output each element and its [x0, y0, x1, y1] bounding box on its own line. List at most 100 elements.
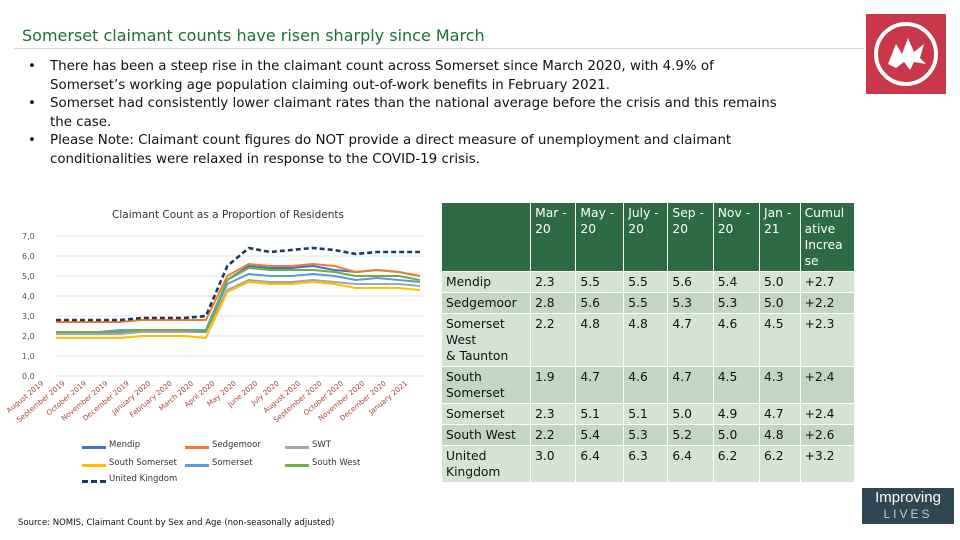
- table-header-cell: July -20: [623, 202, 669, 272]
- value-cell: 2.8: [530, 292, 577, 314]
- legend-swatch: [185, 446, 209, 449]
- dragon-emblem-icon: [874, 22, 938, 86]
- series-line-south-somerset: [56, 281, 421, 339]
- area-name-cell: United Kingdom: [440, 445, 532, 483]
- value-cell: 1.9: [530, 366, 577, 404]
- value-cell: 4.5: [712, 366, 760, 404]
- legend-swatch: [285, 464, 309, 467]
- value-cell: 4.7: [758, 403, 801, 425]
- value-cell: +3.2: [799, 445, 856, 483]
- value-cell: +2.3: [799, 313, 856, 367]
- table-header-cell: Cumul ative Increa se: [799, 202, 856, 272]
- value-cell: 5.1: [623, 403, 669, 425]
- legend-swatch: [82, 480, 106, 483]
- value-cell: 4.6: [623, 366, 669, 404]
- area-name-cell: Sedgemoor: [440, 292, 532, 314]
- value-cell: 6.3: [623, 445, 669, 483]
- series-line-south-west: [56, 267, 421, 333]
- table-header: Mar -20 May -20 July -20 Sep -20 Nov -20 Jan …: [440, 202, 856, 272]
- table-row: South Somerset 1.9 4.7 4.6 4.7 4.5 4.3 +2.4: [440, 366, 856, 404]
- bullet-item: • There has been a steep rise in the clai…: [28, 58, 788, 95]
- y-tick-label: 6,0: [22, 252, 35, 261]
- series-line-united-kingdom: [56, 246, 420, 322]
- value-cell: 5.3: [712, 292, 760, 314]
- title-divider: [14, 48, 864, 49]
- value-cell: 5.3: [667, 292, 714, 314]
- series-line-swt: [56, 279, 421, 335]
- y-gridlines: [56, 235, 424, 377]
- y-tick-label: 3,0: [22, 312, 35, 321]
- table-row: Mendip 2.3 5.5 5.5 5.6 5.4 5.0 +2.7: [440, 271, 856, 293]
- table-header-cell: Mar -20: [530, 202, 577, 272]
- bullet-glyph: •: [28, 96, 36, 112]
- legend-label: Somerset: [212, 458, 253, 468]
- bullet-list: • There has been a steep rise in the clai…: [28, 58, 788, 170]
- value-cell: 5.0: [758, 292, 801, 314]
- value-cell: 3.0: [530, 445, 577, 483]
- bullet-item: • Please Note: Claimant count figures do …: [28, 132, 788, 169]
- area-name-cell: South West: [440, 424, 532, 446]
- value-cell: 2.3: [530, 403, 577, 425]
- legend-swatch: [82, 464, 106, 467]
- value-cell: 5.0: [758, 271, 801, 293]
- legend-label: SWT: [312, 440, 331, 450]
- brand-line-2: LIVES: [883, 507, 933, 521]
- table-header-cell: Nov -20: [712, 202, 760, 272]
- table-row: Somerset West & Taunton 2.2 4.8 4.8 4.7 4.6 4.5 +…: [440, 313, 856, 367]
- bullet-glyph: •: [28, 133, 36, 149]
- bullet-text: Somerset had consistently lower claimant…: [50, 96, 777, 130]
- value-cell: 5.6: [667, 271, 714, 293]
- value-cell: 4.7: [667, 366, 714, 404]
- chart-legend: Mendip Sedgemoor SWT South Somerset Some…: [82, 440, 422, 490]
- y-tick-labels: 0,0 1,0 2,0 3,0 4,0 5,0 6,0 7,0: [22, 232, 35, 381]
- value-cell: 2.2: [530, 313, 577, 367]
- value-cell: 6.4: [575, 445, 625, 483]
- chart-title: Claimant Count as a Proportion of Reside…: [112, 209, 344, 221]
- legend-label: Sedgemoor: [212, 440, 261, 450]
- value-cell: 4.9: [712, 403, 760, 425]
- bullet-glyph: •: [28, 59, 36, 74]
- value-cell: 4.7: [667, 313, 714, 367]
- value-cell: +2.2: [799, 292, 856, 314]
- value-cell: 5.1: [575, 403, 625, 425]
- table-header-cell: Jan -21: [758, 202, 801, 272]
- bullet-text: Please Note: Claimant count figures do N…: [50, 133, 732, 167]
- value-cell: 4.6: [712, 313, 760, 367]
- y-tick-label: 1,0: [22, 352, 35, 361]
- value-cell: 5.6: [575, 292, 625, 314]
- table-header-blank: [440, 202, 532, 272]
- area-name-cell: Somerset: [440, 403, 532, 425]
- table-row: United Kingdom 3.0 6.4 6.3 6.4 6.2 6.2 +3.2: [440, 445, 856, 483]
- legend-label: Mendip: [109, 440, 141, 450]
- value-cell: +2.4: [799, 366, 856, 404]
- table-header-cell: Sep -20: [667, 202, 714, 272]
- value-cell: 5.2: [667, 424, 714, 446]
- value-cell: 5.4: [712, 271, 760, 293]
- series-line-sedgemoor: [56, 263, 421, 323]
- value-cell: 5.0: [667, 403, 714, 425]
- claimant-table: Mar -20 May -20 July -20 Sep -20 Nov -20 Jan …: [440, 202, 856, 483]
- source-note: Source: NOMIS, Claimant Count by Sex and…: [18, 518, 335, 528]
- claimant-line-chart: Claimant Count as a Proportion of Reside…: [4, 209, 424, 424]
- value-cell: 5.0: [712, 424, 760, 446]
- y-tick-label: 2,0: [22, 332, 35, 341]
- value-cell: 5.5: [623, 271, 669, 293]
- area-name-cell: Somerset West & Taunton: [440, 313, 532, 367]
- area-name-cell: Mendip: [440, 271, 532, 293]
- value-cell: 5.3: [623, 424, 669, 446]
- series-line-somerset: [56, 273, 421, 333]
- value-cell: +2.4: [799, 403, 856, 425]
- improving-lives-logo: Improving LIVES: [862, 488, 954, 524]
- value-cell: 5.5: [575, 271, 625, 293]
- table-row: South West 2.2 5.4 5.3 5.2 5.0 4.8 +2.6: [440, 424, 856, 446]
- value-cell: 4.8: [623, 313, 669, 367]
- brand-line-1: Improving: [875, 489, 941, 506]
- slide-title: Somerset claimant counts have risen shar…: [22, 26, 485, 45]
- legend-label: United Kingdom: [109, 474, 178, 484]
- table-row: Sedgemoor 2.8 5.6 5.5 5.3 5.3 5.0 +2.2: [440, 292, 856, 314]
- legend-swatch: [82, 446, 106, 449]
- council-logo: [866, 14, 946, 94]
- legend-swatch: [285, 446, 309, 449]
- bullet-text: There has been a steep rise in the claim…: [50, 59, 714, 93]
